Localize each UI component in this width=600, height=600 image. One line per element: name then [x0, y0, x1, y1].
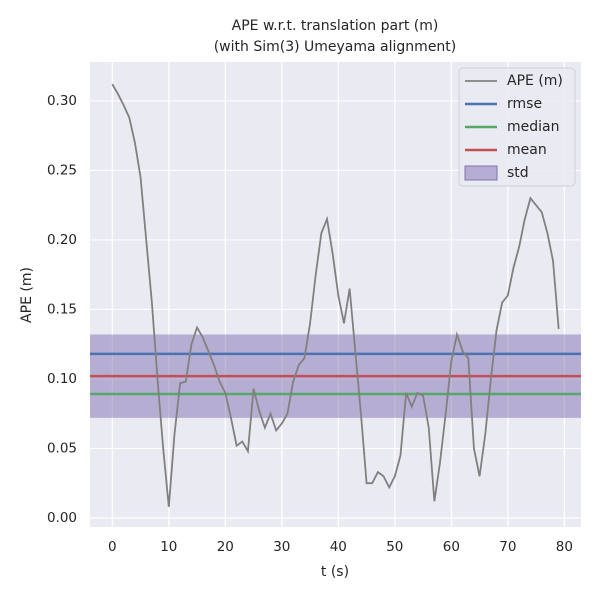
x-tick-label: 80 — [556, 539, 573, 555]
y-tick-label: 0.15 — [47, 301, 77, 317]
legend-label: mean — [507, 142, 547, 158]
x-tick-label: 60 — [443, 539, 460, 555]
legend-label: rmse — [507, 96, 542, 112]
y-tick-label: 0.20 — [47, 232, 77, 248]
y-tick-label: 0.00 — [47, 510, 77, 526]
x-tick-label: 70 — [499, 539, 516, 555]
x-axis-label: t (s) — [321, 564, 349, 580]
legend-label: std — [507, 165, 529, 181]
x-tick-label: 20 — [217, 539, 234, 555]
chart-subtitle: (with Sim(3) Umeyama alignment) — [214, 39, 457, 55]
ape-line — [111, 83, 560, 507]
chart-title: APE w.r.t. translation part (m) — [232, 18, 439, 34]
y-tick-label: 0.05 — [47, 440, 77, 456]
y-tick-label: 0.30 — [47, 93, 77, 109]
x-tick-label: 0 — [108, 539, 117, 555]
y-axis-label: APE (m) — [19, 267, 35, 323]
x-tick-label: 40 — [330, 539, 347, 555]
x-tick-label: 50 — [386, 539, 403, 555]
legend-box — [458, 67, 576, 187]
y-tick-label: 0.25 — [47, 162, 77, 178]
legend-label: APE (m) — [507, 73, 563, 89]
y-tick-label: 0.10 — [47, 371, 77, 387]
legend-label: median — [507, 119, 559, 135]
legend-swatch — [464, 165, 498, 181]
x-tick-label: 30 — [273, 539, 290, 555]
x-tick-label: 10 — [160, 539, 177, 555]
